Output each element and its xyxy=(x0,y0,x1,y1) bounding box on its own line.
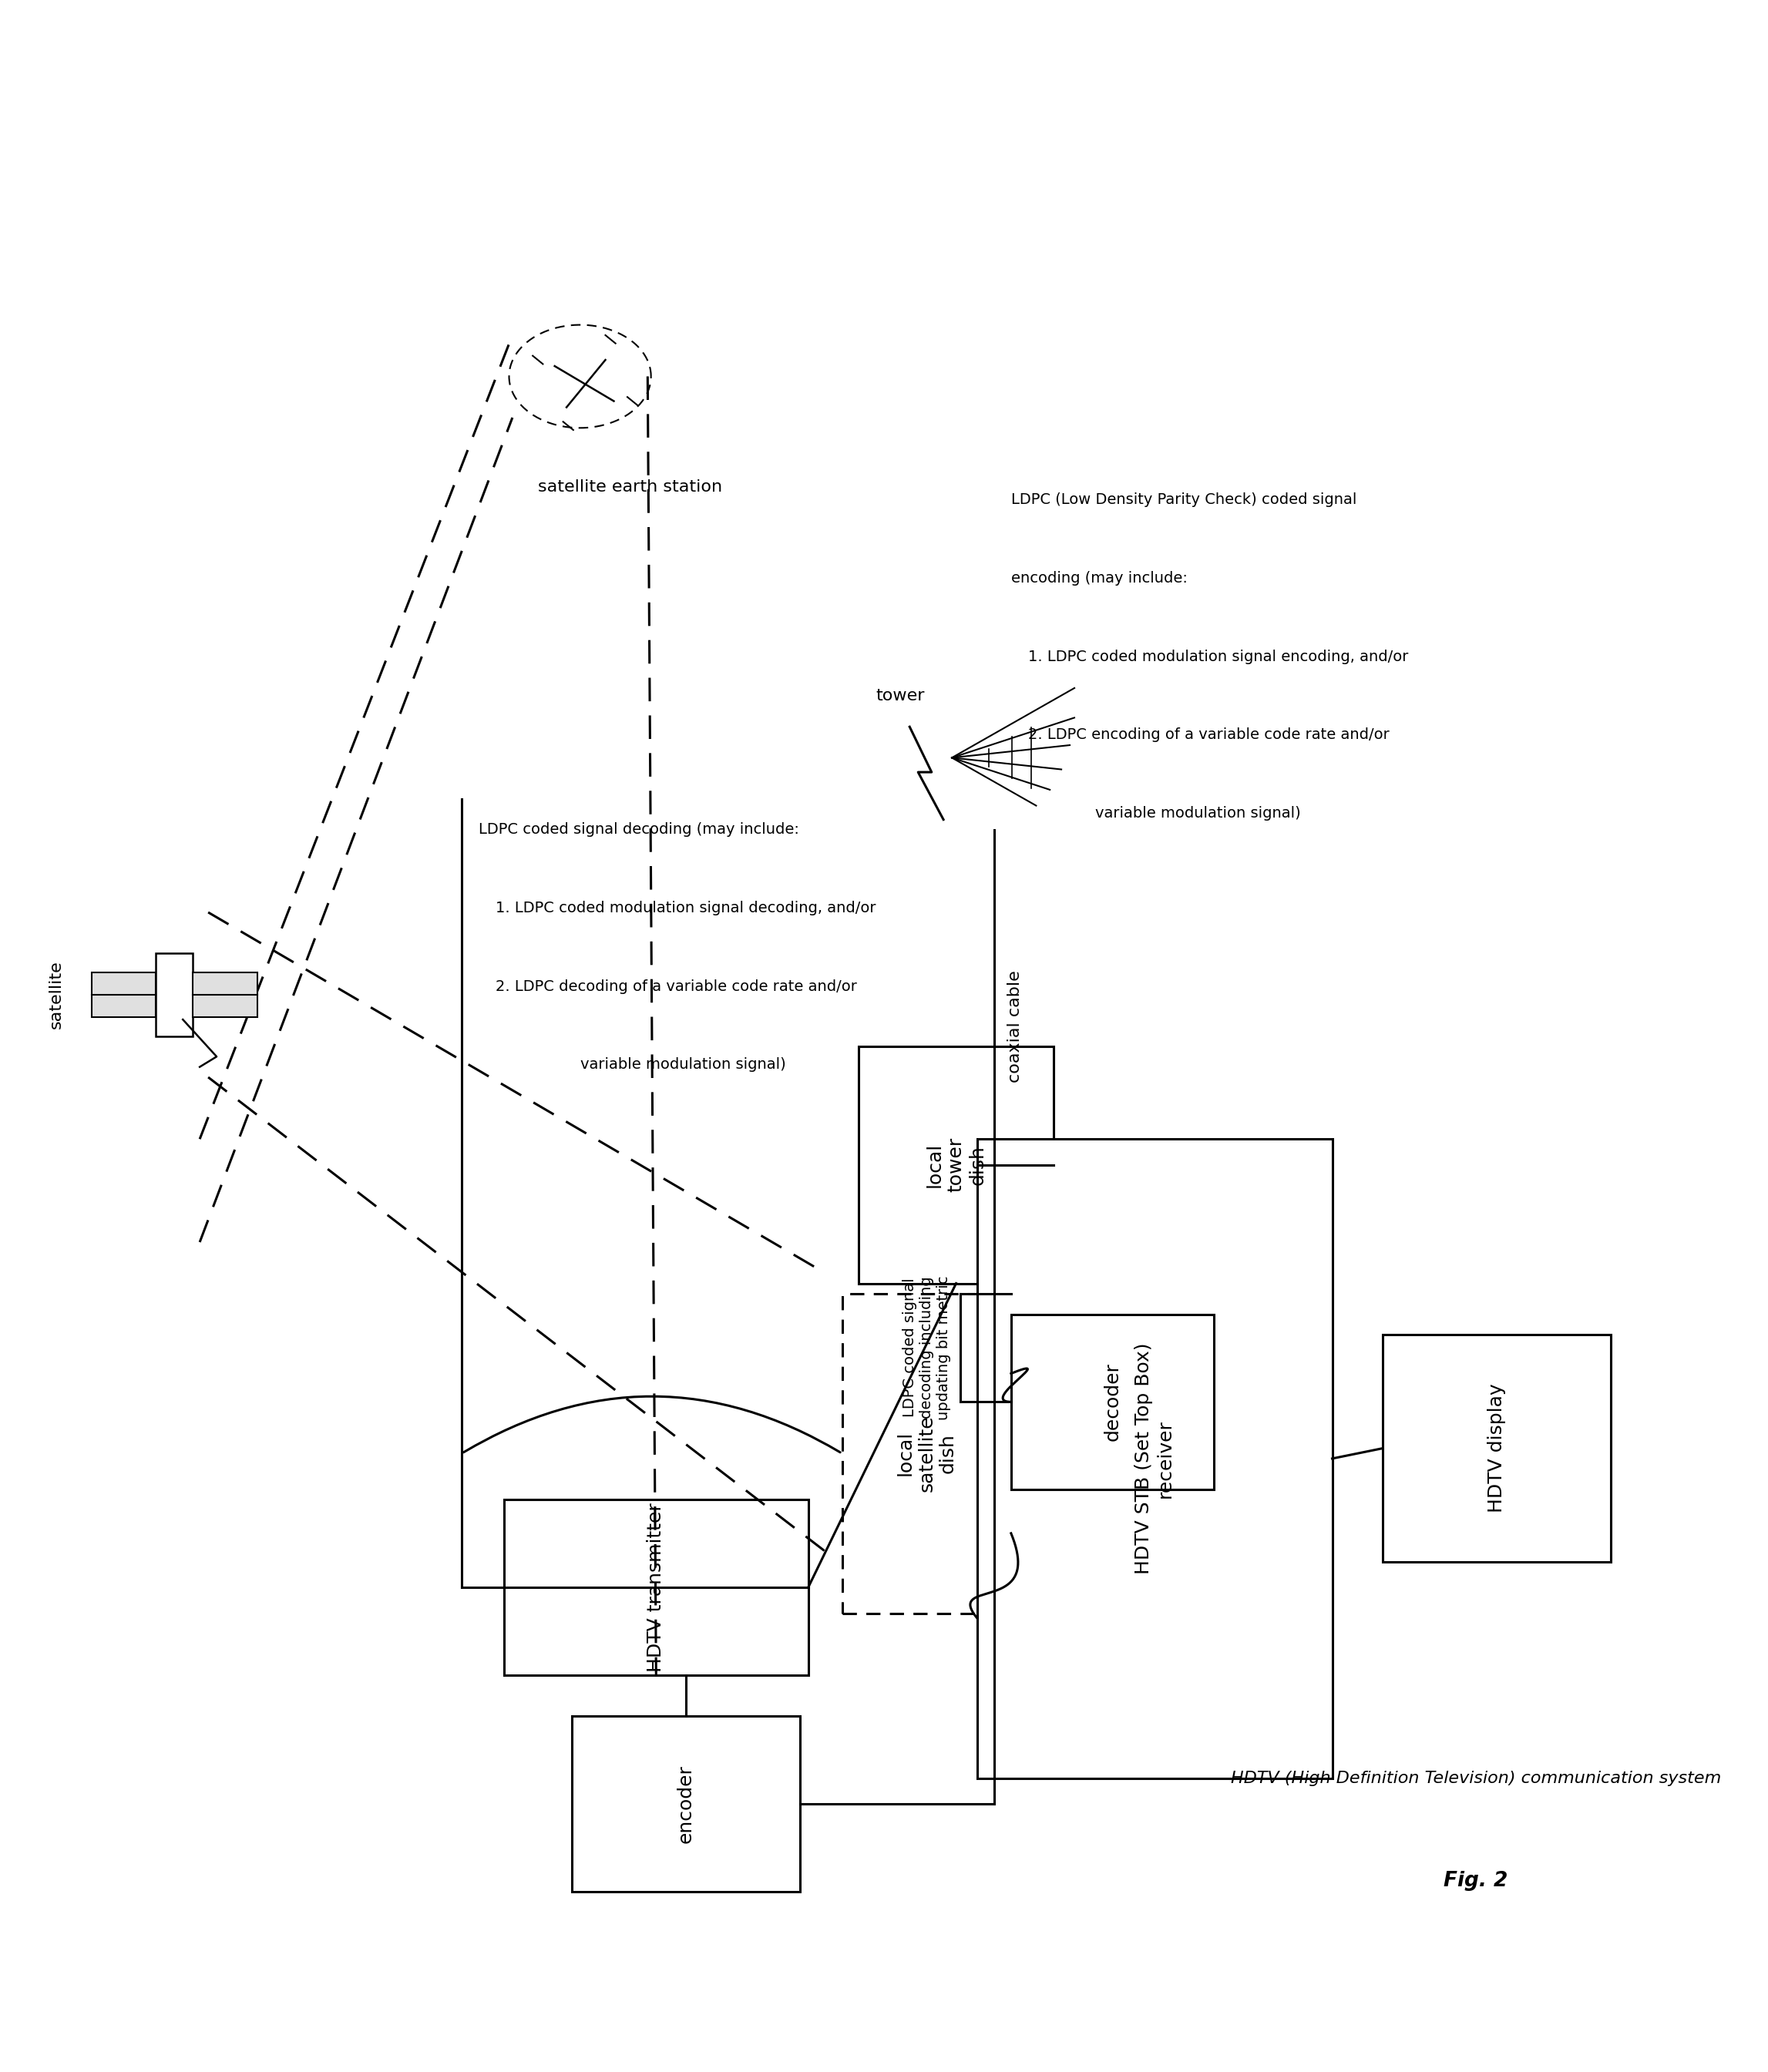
Bar xyxy=(156,953,193,1036)
Text: satellite: satellite xyxy=(48,961,64,1030)
Text: HDTV transmitter: HDTV transmitter xyxy=(647,1502,665,1672)
Text: variable modulation signal): variable modulation signal) xyxy=(1096,806,1301,821)
Text: HDTV (High Definition Television) communication system: HDTV (High Definition Television) commun… xyxy=(1231,1769,1720,1786)
FancyBboxPatch shape xyxy=(978,1140,1333,1778)
Text: 1. LDPC coded modulation signal decoding, and/or: 1. LDPC coded modulation signal decoding… xyxy=(495,901,875,916)
FancyBboxPatch shape xyxy=(859,1046,1054,1283)
Text: 2. LDPC decoding of a variable code rate and/or: 2. LDPC decoding of a variable code rate… xyxy=(495,980,857,995)
Text: coaxial cable: coaxial cable xyxy=(1008,970,1024,1082)
Text: 2. LDPC encoding of a variable code rate and/or: 2. LDPC encoding of a variable code rate… xyxy=(1027,727,1390,742)
Bar xyxy=(92,972,156,1017)
Text: encoding (may include:: encoding (may include: xyxy=(1011,572,1188,586)
Text: HDTV STB (Set Top Box)
receiver: HDTV STB (Set Top Box) receiver xyxy=(1135,1343,1174,1575)
Text: decoder: decoder xyxy=(1103,1363,1121,1442)
FancyBboxPatch shape xyxy=(1383,1334,1611,1562)
Text: encoder: encoder xyxy=(677,1765,695,1844)
Text: satellite earth station: satellite earth station xyxy=(537,479,721,495)
Text: Fig. 2: Fig. 2 xyxy=(1444,1871,1508,1892)
Text: local
satellite
dish: local satellite dish xyxy=(896,1415,956,1492)
FancyBboxPatch shape xyxy=(1011,1314,1215,1490)
Text: tower: tower xyxy=(875,688,925,704)
Text: 1. LDPC coded modulation signal encoding, and/or: 1. LDPC coded modulation signal encoding… xyxy=(1027,649,1407,663)
Text: local
tower
dish: local tower dish xyxy=(925,1138,987,1191)
Bar xyxy=(193,972,256,1017)
FancyBboxPatch shape xyxy=(571,1716,799,1892)
Text: LDPC coded signal
decoding including
updating bit metric: LDPC coded signal decoding including upd… xyxy=(902,1276,951,1419)
Text: LDPC coded signal decoding (may include:: LDPC coded signal decoding (may include: xyxy=(479,823,799,837)
FancyBboxPatch shape xyxy=(504,1500,808,1674)
Text: LDPC (Low Density Parity Check) coded signal: LDPC (Low Density Parity Check) coded si… xyxy=(1011,493,1356,508)
FancyBboxPatch shape xyxy=(842,1293,1011,1614)
Text: HDTV display: HDTV display xyxy=(1487,1384,1506,1513)
Text: variable modulation signal): variable modulation signal) xyxy=(580,1057,785,1071)
